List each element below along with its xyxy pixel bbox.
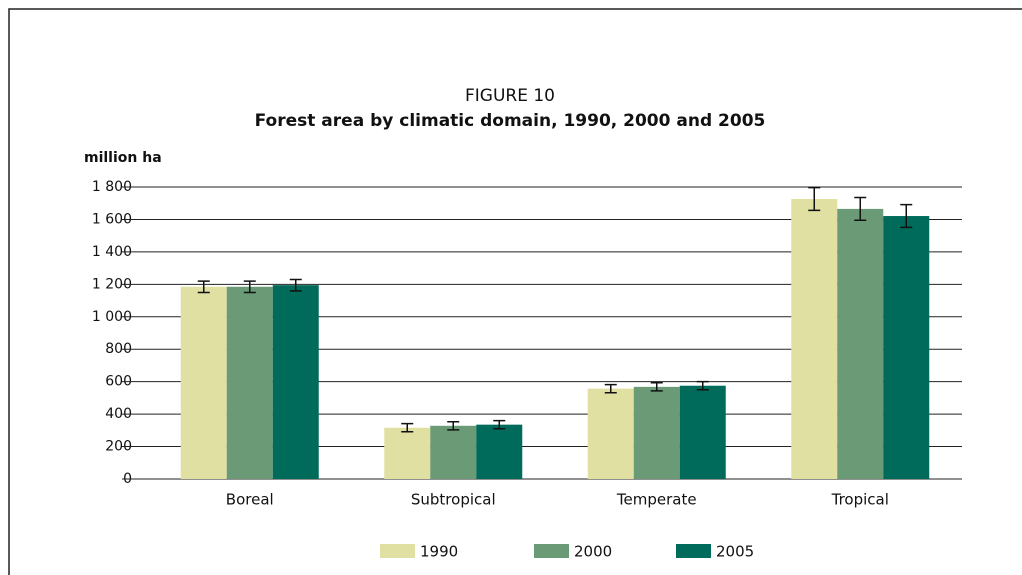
- y-tick-label: 600: [105, 374, 132, 390]
- legend-label: 2005: [716, 543, 754, 561]
- y-tick-label: 1 800: [92, 179, 132, 195]
- legend-swatch: [380, 544, 415, 558]
- error-bar: [493, 419, 506, 430]
- y-tick-label: 1 200: [92, 276, 132, 292]
- error-bar: [197, 280, 210, 294]
- error-bar: [808, 186, 821, 212]
- legend-label: 1990: [420, 543, 458, 561]
- y-tick-label: 1 000: [92, 309, 132, 325]
- error-bar: [447, 420, 460, 431]
- chart-subtitle: Forest area by climatic domain, 1990, 20…: [255, 111, 766, 131]
- error-bar: [696, 380, 709, 391]
- x-tick-label: Boreal: [226, 491, 274, 509]
- bar: [226, 286, 273, 479]
- bar: [679, 385, 726, 479]
- bar: [430, 425, 477, 479]
- bar: [180, 286, 227, 479]
- error-bar: [289, 278, 302, 292]
- legend-label: 2000: [574, 543, 612, 561]
- bar: [633, 386, 680, 479]
- error-bar: [604, 383, 617, 394]
- x-tick-label: Tropical: [831, 491, 889, 509]
- chart-title: FIGURE 10: [465, 86, 555, 106]
- error-bar: [900, 203, 913, 229]
- legend-swatch: [676, 544, 711, 558]
- bar: [476, 424, 523, 479]
- y-axis-label: million ha: [84, 150, 162, 166]
- bar: [587, 388, 634, 479]
- bar: [837, 208, 884, 479]
- frame: [8, 8, 1022, 575]
- bar: [384, 427, 431, 479]
- x-tick-label: Temperate: [616, 491, 697, 509]
- error-bar: [243, 280, 256, 294]
- y-tick-label: 400: [105, 406, 132, 422]
- bar: [791, 199, 838, 479]
- bar: [272, 285, 319, 479]
- bar: [883, 216, 930, 479]
- error-bar: [854, 196, 867, 222]
- error-bar: [650, 382, 663, 392]
- y-tick-label: 200: [105, 439, 132, 455]
- legend-swatch: [534, 544, 569, 558]
- error-bar: [401, 422, 414, 433]
- x-tick-label: Subtropical: [411, 491, 496, 509]
- y-tick-label: 1 600: [92, 211, 132, 227]
- y-tick-label: 1 400: [92, 244, 132, 260]
- y-tick-label: 800: [105, 341, 132, 357]
